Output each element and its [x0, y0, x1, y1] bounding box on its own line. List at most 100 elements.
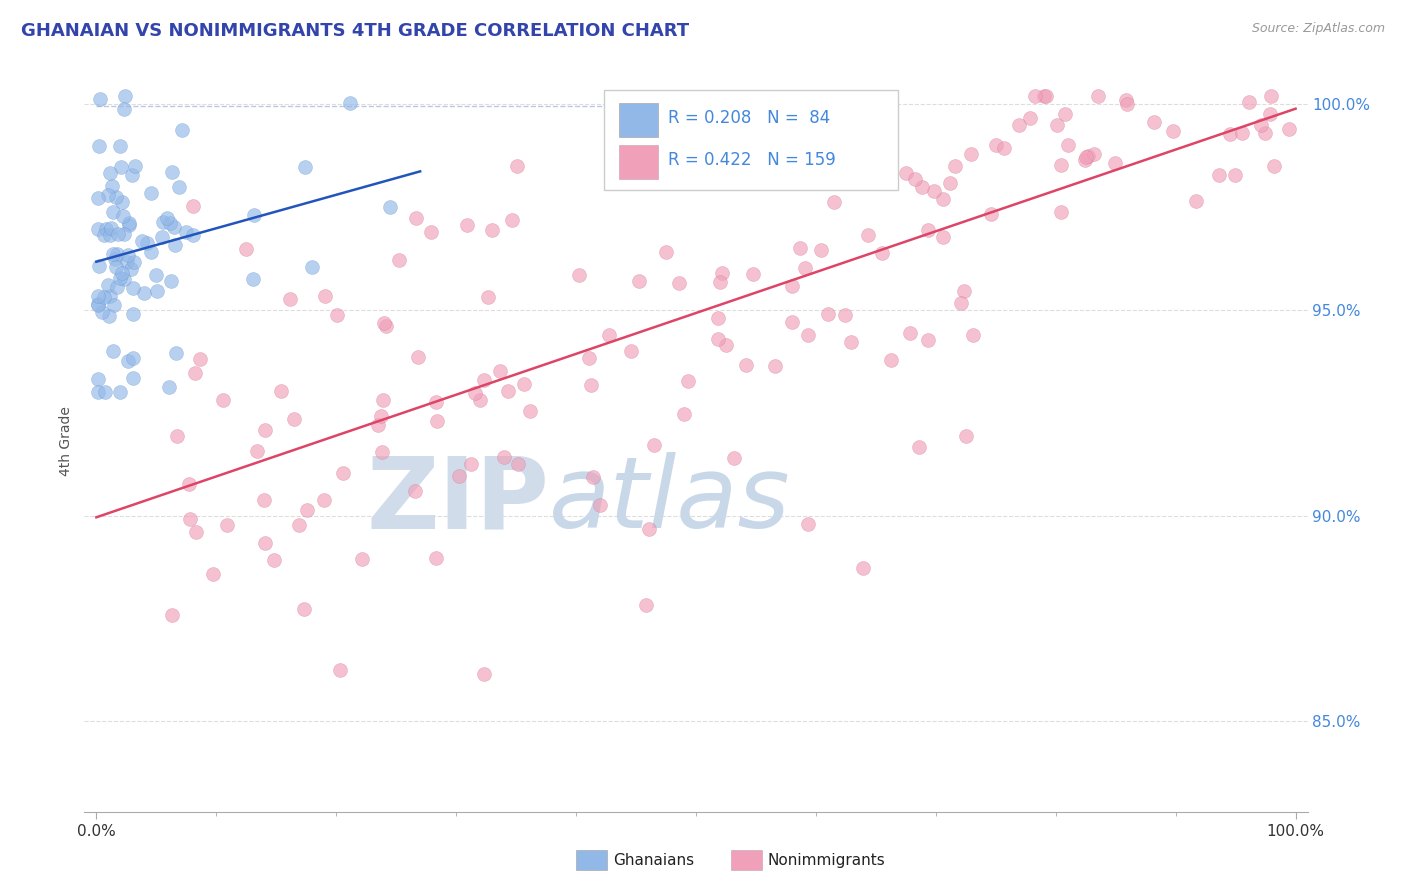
Point [932, 229, 955, 244]
Point [1225, 168, 1247, 182]
Point [150, 230, 173, 244]
Point [104, 252, 127, 266]
Point [253, 493, 276, 508]
Point [1143, 115, 1166, 129]
Point [312, 492, 335, 507]
Point [86, 289, 108, 303]
Point [1250, 118, 1272, 132]
Point [87, 191, 110, 205]
Bar [619, 145, 658, 178]
Point [496, 384, 519, 398]
Point [374, 319, 396, 334]
Point [1278, 121, 1301, 136]
Point [468, 392, 491, 407]
Point [723, 451, 745, 466]
Point [112, 102, 135, 116]
Point [295, 503, 318, 517]
Point [160, 274, 183, 288]
Point [638, 522, 661, 536]
Point [513, 376, 536, 391]
Point [159, 216, 181, 230]
Point [121, 281, 143, 295]
Point [110, 160, 132, 174]
Point [174, 225, 197, 239]
Point [460, 457, 482, 471]
Point [98, 227, 121, 242]
Point [1258, 106, 1281, 120]
Point [93, 227, 115, 242]
Point [124, 160, 146, 174]
Point [139, 245, 162, 260]
Point [519, 404, 541, 418]
Point [962, 327, 984, 342]
Point [105, 260, 128, 275]
Point [1033, 89, 1056, 103]
Point [94, 222, 117, 236]
Point [107, 227, 129, 241]
Point [1018, 112, 1040, 126]
Point [1035, 89, 1057, 103]
Point [152, 215, 174, 229]
Point [373, 317, 395, 331]
Point [869, 143, 891, 157]
Text: atlas: atlas [550, 452, 790, 549]
Point [1024, 89, 1046, 103]
Point [270, 384, 292, 399]
Point [108, 385, 131, 400]
Point [955, 429, 977, 443]
Point [823, 195, 845, 210]
Point [101, 344, 124, 359]
Point [117, 247, 139, 261]
Point [794, 261, 817, 276]
Point [797, 517, 820, 532]
Point [301, 260, 323, 275]
Point [98, 289, 121, 303]
Point [288, 517, 311, 532]
Point [817, 307, 839, 321]
Point [588, 498, 610, 512]
Point [1219, 127, 1241, 141]
Point [132, 285, 155, 300]
Point [1185, 194, 1208, 208]
Point [131, 234, 153, 248]
Point [1115, 93, 1137, 107]
Point [782, 315, 804, 329]
Point [877, 136, 900, 151]
Point [943, 159, 966, 173]
Point [1260, 89, 1282, 103]
Point [489, 364, 512, 378]
Point [1087, 89, 1109, 103]
Point [370, 444, 392, 458]
Point [960, 146, 983, 161]
Point [676, 374, 699, 388]
Point [917, 333, 939, 347]
Point [163, 237, 186, 252]
Point [246, 444, 269, 458]
Point [852, 561, 875, 575]
Point [367, 417, 389, 432]
Point [763, 359, 786, 373]
Point [1050, 158, 1073, 172]
Point [835, 122, 858, 136]
Point [711, 266, 734, 280]
Text: ZIP: ZIP [367, 452, 550, 549]
Point [1116, 97, 1139, 112]
Text: Source: ZipAtlas.com: Source: ZipAtlas.com [1251, 22, 1385, 36]
Point [567, 268, 589, 282]
Point [1237, 95, 1260, 109]
Point [190, 352, 212, 367]
Point [1263, 159, 1285, 173]
Point [1253, 126, 1275, 140]
Point [120, 261, 142, 276]
Point [104, 190, 127, 204]
Point [1076, 150, 1098, 164]
Point [980, 207, 1002, 221]
Point [508, 458, 530, 472]
Point [426, 414, 449, 428]
Point [371, 392, 394, 407]
Point [160, 608, 183, 623]
Point [110, 194, 132, 209]
Point [932, 193, 955, 207]
Point [118, 216, 141, 230]
Point [122, 351, 145, 366]
